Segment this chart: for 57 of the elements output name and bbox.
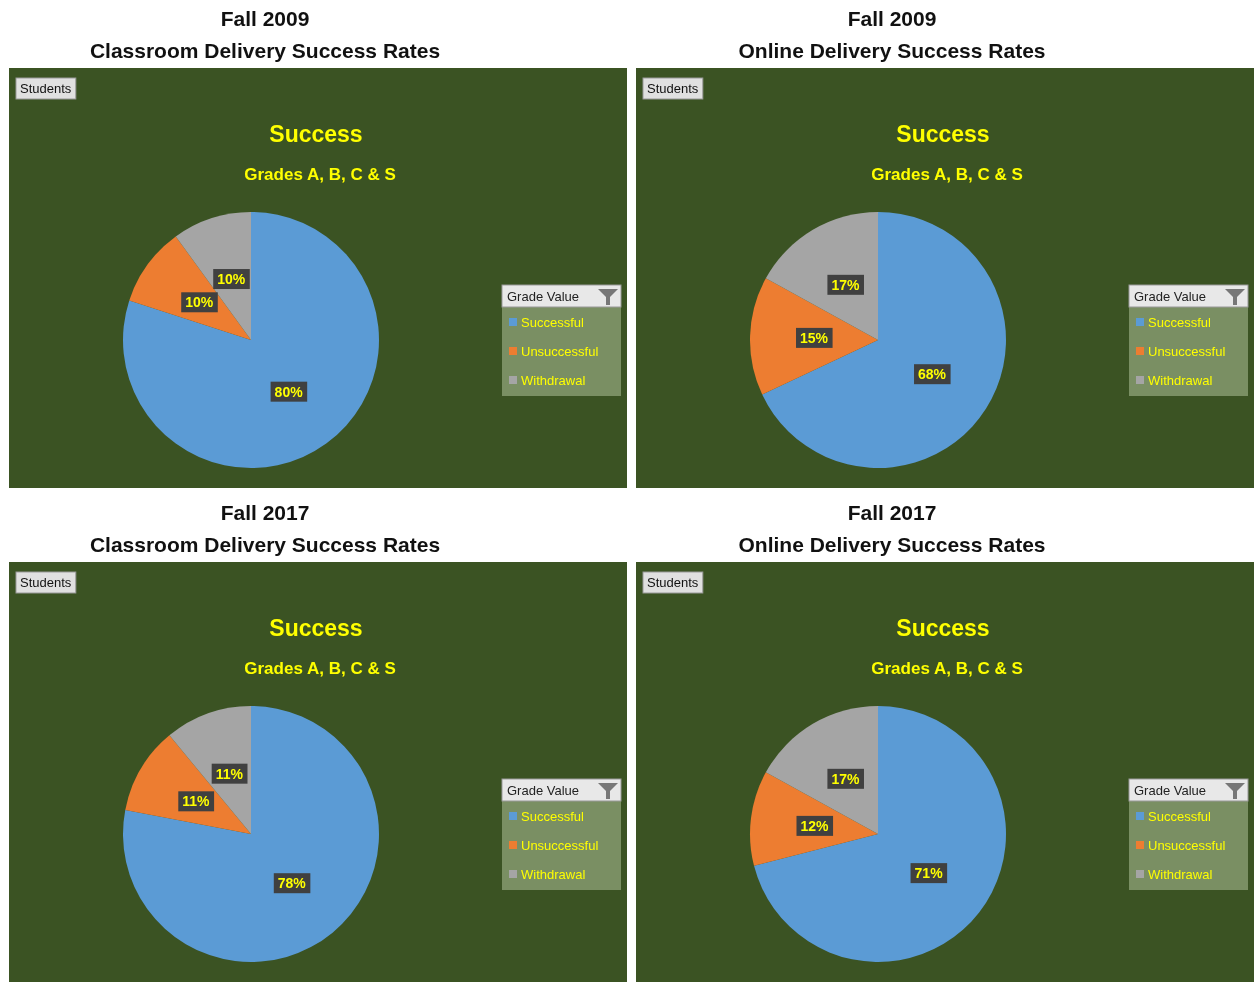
pie-slice: [750, 278, 878, 395]
text: Grades A, B, C & S: [871, 165, 1023, 184]
data-label: 11%: [215, 765, 244, 782]
pie-slice: [750, 772, 878, 866]
text: Students: [647, 575, 699, 590]
pie-slice: [754, 706, 1006, 962]
pie-slice: [123, 706, 379, 962]
chart-title: Fall 2017: [220, 501, 310, 524]
chart-title: Fall 2017: [847, 501, 937, 524]
legend-label: Withdrawal: [1148, 373, 1213, 388]
legend-label: Withdrawal: [1148, 867, 1213, 882]
chart-subtitle: Classroom Delivery Success Rates: [89, 533, 441, 556]
chart-subtitle: Online Delivery Success Rates: [738, 533, 1046, 556]
legend-label: Unsuccessful: [1148, 344, 1226, 359]
text: Success: [896, 121, 990, 147]
text: Grades A, B, C & S: [244, 165, 396, 184]
text: Success: [269, 615, 363, 641]
legend-label: Successful: [1148, 315, 1211, 330]
text: Success: [269, 121, 363, 147]
data-label: 71%: [914, 865, 944, 882]
chart-title: Fall 2009: [847, 7, 937, 30]
chart-subtitle: Online Delivery Success Rates: [738, 39, 1046, 62]
data-label: 78%: [277, 875, 307, 892]
legend-title: Grade Value: [1134, 783, 1207, 798]
text: Students: [647, 81, 699, 96]
text: Grades A, B, C & S: [244, 659, 396, 678]
legend-title: Grade Value: [507, 289, 580, 304]
legend-label: Unsuccessful: [521, 344, 599, 359]
data-label: 12%: [800, 817, 830, 834]
data-label: 10%: [185, 294, 214, 311]
legend-label: Unsuccessful: [1148, 838, 1226, 853]
data-label: 10%: [217, 271, 246, 288]
data-label: 15%: [800, 329, 829, 346]
legend-label: Successful: [1148, 809, 1211, 824]
chart-subtitle: Classroom Delivery Success Rates: [89, 39, 441, 62]
data-label: 80%: [274, 383, 304, 400]
pie-slice: [762, 212, 1006, 468]
data-label: 17%: [831, 770, 860, 787]
legend-label: Successful: [521, 315, 584, 330]
pie-slice: [169, 706, 251, 834]
text: Students: [20, 81, 72, 96]
text: Students: [20, 575, 72, 590]
legend-label: Unsuccessful: [521, 838, 599, 853]
data-label: 11%: [182, 793, 211, 810]
legend-label: Withdrawal: [521, 373, 586, 388]
legend-label: Withdrawal: [521, 867, 586, 882]
chart-title: Fall 2009: [220, 7, 310, 30]
text: Grades A, B, C & S: [871, 659, 1023, 678]
legend-title: Grade Value: [507, 783, 580, 798]
pie-slice: [123, 212, 379, 468]
data-label: 68%: [918, 366, 947, 383]
legend-label: Successful: [521, 809, 584, 824]
pie-slice: [125, 735, 251, 834]
legend-title: Grade Value: [1134, 289, 1207, 304]
pie-slice: [765, 706, 878, 834]
text: Success: [896, 615, 990, 641]
data-label: 17%: [831, 276, 860, 293]
